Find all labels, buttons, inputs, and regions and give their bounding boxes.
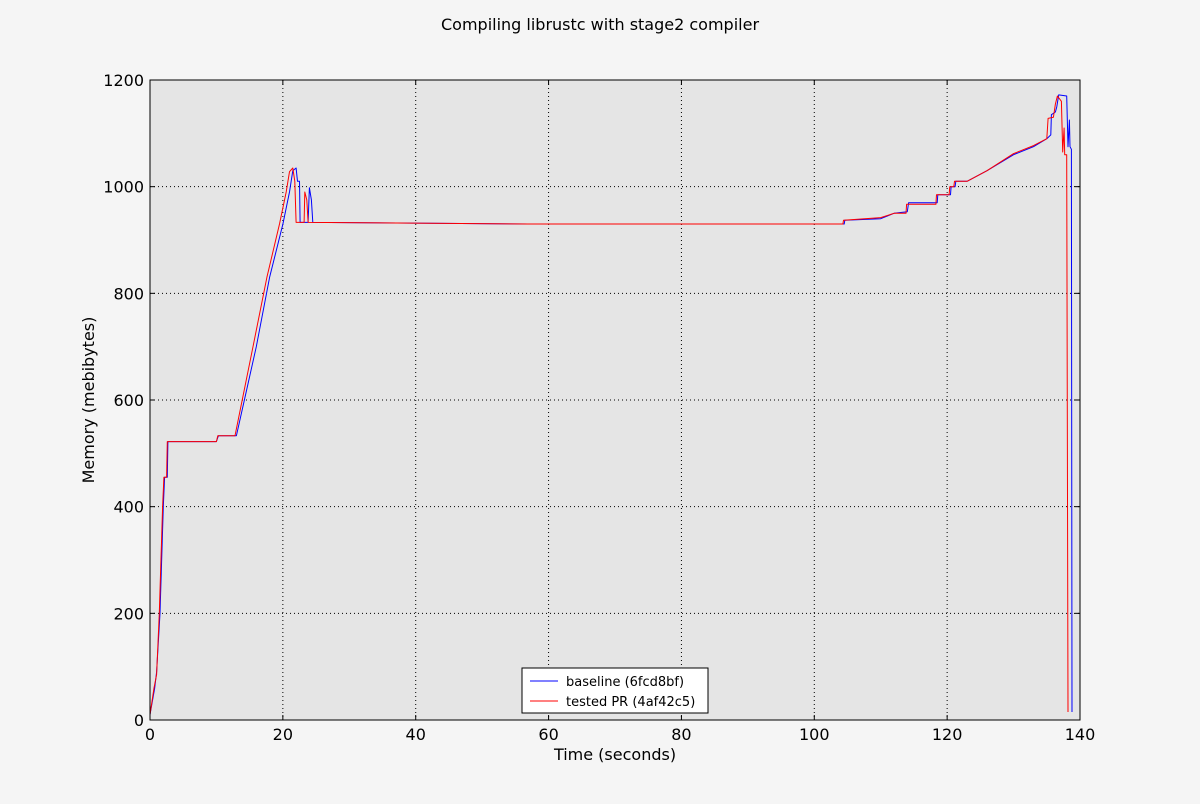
y-tick-label: 800 <box>113 284 144 303</box>
x-tick-label: 20 <box>273 725 293 744</box>
series-lines <box>149 94 1073 715</box>
x-tick-label: 0 <box>145 725 155 744</box>
x-tick-label: 120 <box>932 725 963 744</box>
y-tick-label: 200 <box>113 604 144 623</box>
x-tick-label: 40 <box>406 725 426 744</box>
y-tick-label: 0 <box>134 711 144 730</box>
y-tick-label: 400 <box>113 498 144 517</box>
y-axis-label: Memory (mebibytes) <box>79 317 98 484</box>
series-line-tested-pr <box>149 95 1069 715</box>
y-tick-label: 600 <box>113 391 144 410</box>
legend-label-baseline: baseline (6fcd8bf) <box>566 675 684 690</box>
x-tick-label: 60 <box>538 725 558 744</box>
ticks: 0 20 40 60 80 100 120 140 0 200 400 600 800 1000 1200 <box>103 71 1095 744</box>
x-tick-label: 80 <box>671 725 691 744</box>
legend: baseline (6fcd8bf) tested PR (4af42c5) <box>521 667 709 714</box>
legend-box <box>521 667 709 714</box>
x-axis-label: Time (seconds) <box>553 745 676 764</box>
y-tick-label: 1000 <box>103 178 144 197</box>
chart-title: Compiling librustc with stage2 compiler <box>441 15 759 34</box>
legend-label-tested: tested PR (4af42c5) <box>566 695 695 710</box>
x-tick-label: 100 <box>799 725 830 744</box>
y-tick-label: 1200 <box>103 71 144 90</box>
x-tick-label: 140 <box>1065 725 1096 744</box>
